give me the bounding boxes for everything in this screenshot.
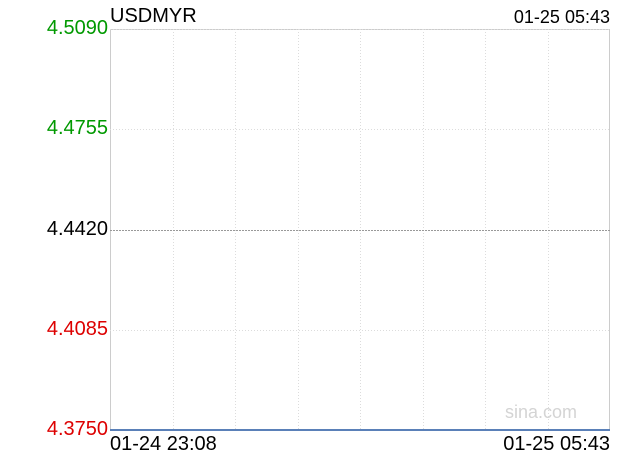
y-tick-label: 4.4085	[46, 317, 108, 340]
x-tick-label-end: 01-25 05:43	[503, 433, 610, 455]
chart-title: USDMYR	[110, 5, 197, 27]
y-tick-label: 4.5090	[46, 17, 108, 39]
y-tick-label: 4.3750	[46, 418, 108, 440]
x-tick-label-start: 01-24 23:08	[110, 433, 217, 455]
watermark: sina.com	[505, 402, 578, 422]
y-tick-label: 4.4755	[46, 117, 108, 140]
timestamp: 01-25 05:43	[513, 7, 610, 27]
y-tick-label: 4.4420	[46, 217, 108, 240]
grid-lines	[110, 29, 610, 431]
